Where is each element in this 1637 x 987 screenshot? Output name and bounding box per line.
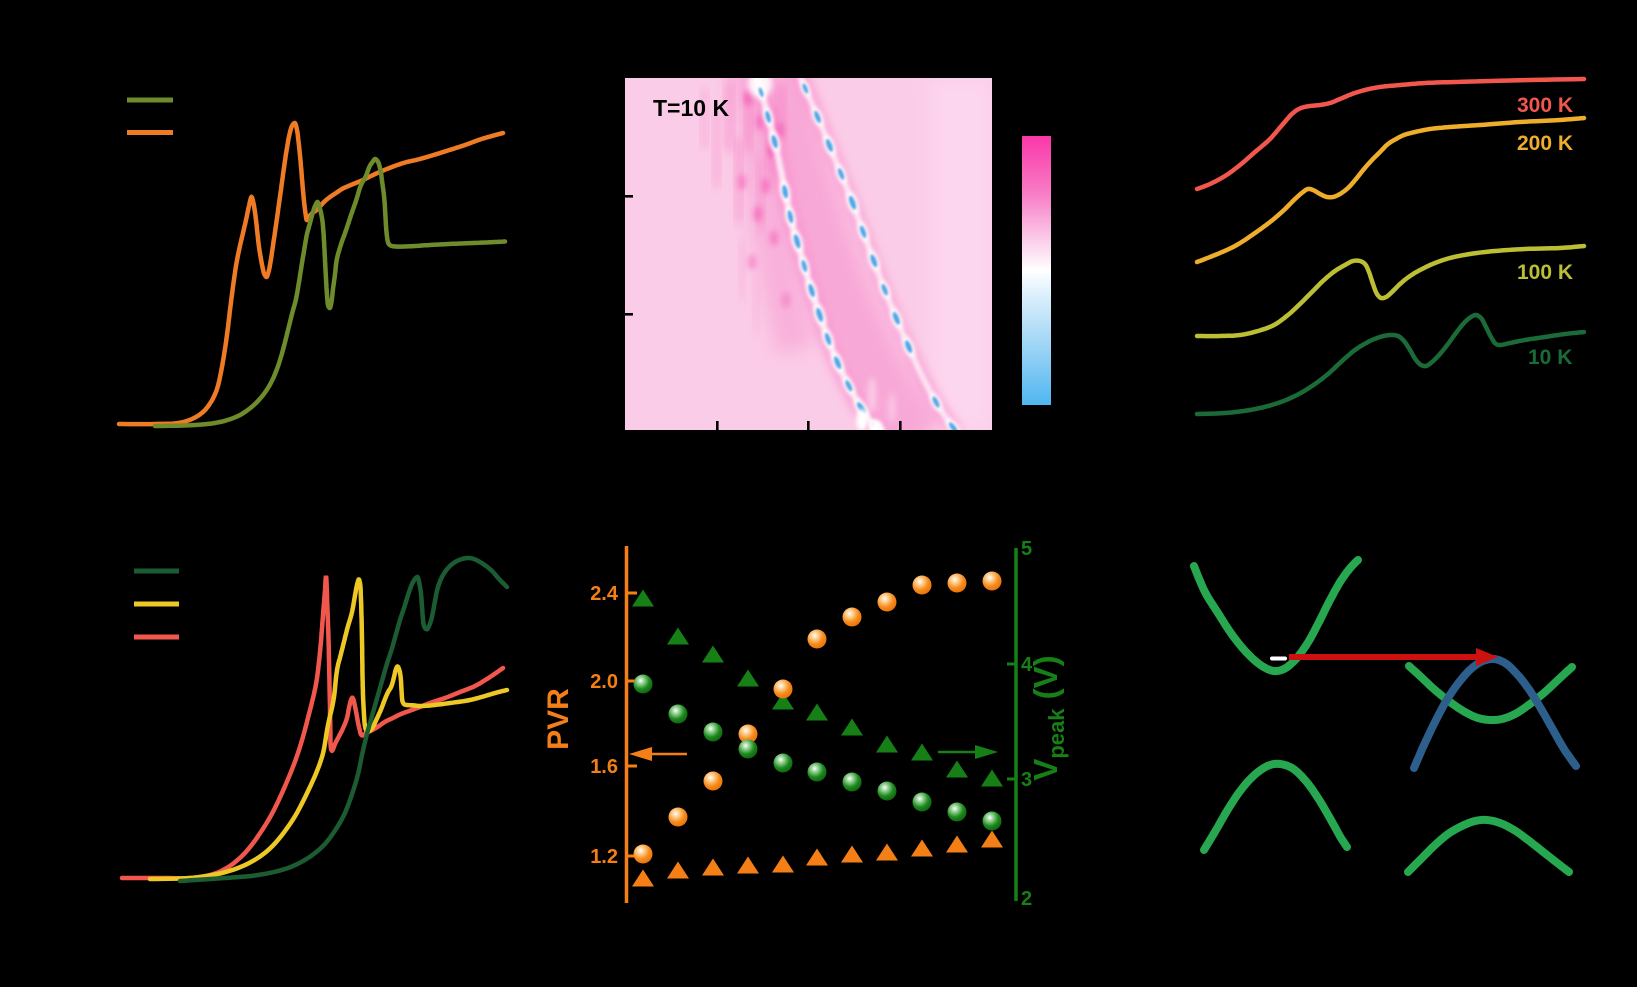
- svg-text:200 K: 200 K: [1517, 132, 1573, 155]
- svg-text:10 K: 10 K: [1528, 346, 1572, 369]
- svg-text:4: 4: [1021, 654, 1033, 676]
- svg-text:2.0: 2.0: [590, 671, 618, 693]
- svg-text:PVR: PVR: [542, 688, 575, 750]
- svg-text:5: 5: [1021, 538, 1032, 560]
- svg-text:100 K: 100 K: [1517, 261, 1573, 284]
- svg-text:2.4: 2.4: [590, 583, 619, 605]
- svg-text:300 K: 300 K: [1517, 94, 1573, 117]
- svg-text:2: 2: [1021, 888, 1032, 910]
- svg-text:3: 3: [1021, 769, 1032, 791]
- svg-text:1.6: 1.6: [590, 756, 618, 778]
- svg-text:1.2: 1.2: [590, 846, 618, 868]
- svg-text:T=10 K: T=10 K: [653, 95, 729, 121]
